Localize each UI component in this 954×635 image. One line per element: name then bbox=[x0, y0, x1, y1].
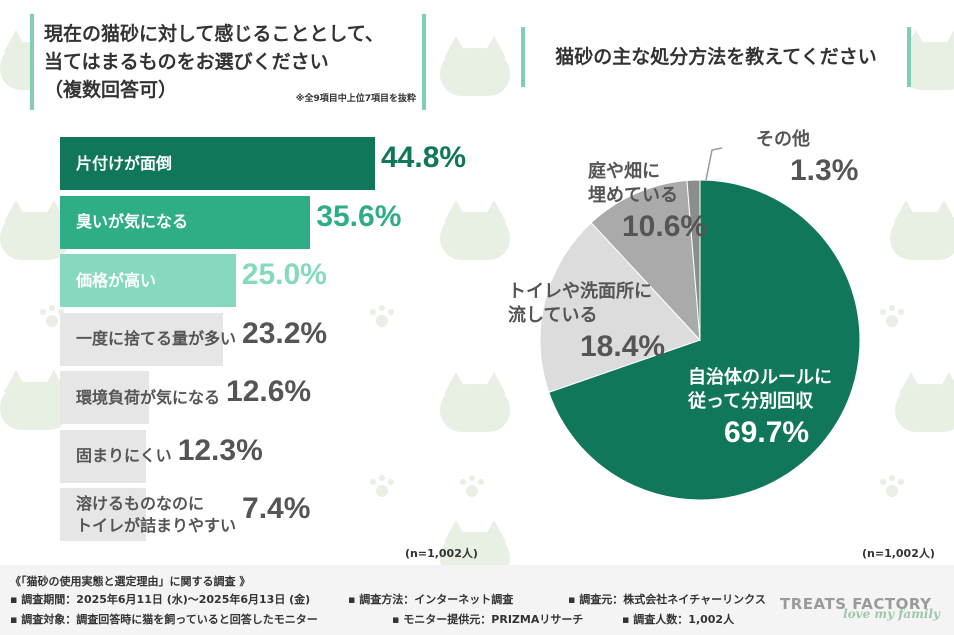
bar-row: 環境負荷が気になる 12.6% bbox=[60, 371, 500, 424]
pie-value-label: 69.7% bbox=[724, 416, 810, 449]
left-chart-sample-size: (n=1,002人) bbox=[405, 547, 478, 560]
bar bbox=[60, 312, 224, 366]
bar-row: 臭いが気になる 35.6% bbox=[60, 195, 500, 249]
bar-value-label: 12.3% bbox=[177, 433, 263, 467]
bar-row: 片付けが面倒 44.8% bbox=[60, 137, 500, 190]
left-chart-title-line1: 現在の猫砂に対して感じることとして、 bbox=[44, 23, 384, 45]
pie-category-label: トイレや洗面所に bbox=[508, 281, 652, 302]
right-chart-title-box: 猫砂の主な処分方法を教えてください bbox=[521, 27, 911, 87]
survey-count: ▪ 調査人数：1,002人 bbox=[622, 613, 735, 626]
brand-name: TREATS FACTORY bbox=[780, 595, 932, 613]
left-chart-title-line3: （複数回答可） bbox=[44, 79, 178, 101]
bar-category-label: 価格が高い bbox=[76, 270, 157, 290]
bar bbox=[60, 254, 236, 307]
brand-logo: TREATS FACTORY love my family bbox=[780, 595, 940, 625]
bar-row: 価格が高い 25.0% bbox=[60, 254, 500, 307]
pie-leader-line bbox=[705, 147, 723, 181]
pie-slice-label: 自治体のルールに 従って分別回収 69.7% bbox=[688, 366, 832, 452]
bar-value-label: 35.6% bbox=[316, 199, 402, 233]
cat-face-icon bbox=[895, 372, 954, 432]
pie-category-label: 庭や畑に bbox=[588, 161, 660, 182]
pie-slice bbox=[686, 179, 701, 341]
pie-slice bbox=[590, 179, 701, 342]
right-chart-sample-size: (n=1,002人) bbox=[862, 547, 935, 560]
pie-slice bbox=[539, 221, 701, 393]
bar-value-label: 44.8% bbox=[381, 141, 467, 174]
pie-slice-label: その他 1.3% bbox=[756, 128, 858, 190]
bar-category-label: 環境負荷が気になる bbox=[76, 387, 221, 407]
pie-value-label: 18.4% bbox=[580, 330, 666, 363]
bar bbox=[60, 371, 149, 424]
bar bbox=[60, 488, 146, 541]
bar-value-label: 7.4% bbox=[242, 492, 311, 525]
pie-slice-label: 庭や畑に埋めている 10.6% bbox=[588, 160, 707, 246]
survey-footer: 《「猫砂の使用実態と選定理由」に関する調査 》 ▪ 調査期間：2025年6月11… bbox=[0, 565, 954, 635]
cat-face-icon bbox=[0, 200, 70, 260]
survey-title: 《「猫砂の使用実態と選定理由」に関する調査 》 bbox=[10, 575, 251, 588]
pie-chart bbox=[539, 147, 861, 501]
survey-target: ▪ 調査対象：調査回答時に猫を飼っていると回答したモニター bbox=[10, 613, 318, 626]
left-chart-title-box: 現在の猫砂に対して感じることとして、 当てはまるものをお選びください （複数回答… bbox=[30, 14, 426, 110]
survey-period: ▪ 調査期間：2025年6月11日 (水)～2025年6月13日 (金) bbox=[10, 593, 311, 606]
pie-value-label: 1.3% bbox=[790, 154, 859, 187]
pie-slice bbox=[548, 179, 861, 501]
left-chart-title: 現在の猫砂に対して感じることとして、 当てはまるものをお選びください （複数回答… bbox=[34, 14, 422, 108]
paw-icon bbox=[370, 305, 394, 329]
bar-category-label: 片付けが面倒 bbox=[76, 153, 173, 173]
bar-row: 固まりにくい 12.3% bbox=[60, 429, 500, 483]
bar-category-label: 固まりにくい bbox=[76, 446, 172, 465]
bar bbox=[60, 429, 147, 483]
bar-row: 一度に捨てる量が多い 23.2% bbox=[60, 312, 500, 366]
pie-category-label: 埋めている bbox=[588, 185, 678, 206]
paw-icon bbox=[880, 305, 904, 329]
bar-category-label: 臭いが気になる bbox=[76, 212, 189, 231]
right-chart-title: 猫砂の主な処分方法を教えてください bbox=[555, 46, 877, 68]
paw-icon bbox=[880, 475, 904, 499]
left-chart-note: ※全9項目中上位7項目を抜粋 bbox=[295, 94, 416, 104]
survey-organizer: ▪ 調査元：株式会社ネイチャーリンクス bbox=[568, 593, 766, 606]
bar-row: 溶けるものなのに トイレが詰まりやすい 7.4% bbox=[60, 488, 500, 541]
cat-face-icon bbox=[440, 36, 510, 96]
cat-face-icon bbox=[440, 200, 510, 260]
pie-category-label: 自治体のルールに bbox=[688, 367, 832, 388]
pie-category-label: 流している bbox=[508, 305, 598, 326]
bar-value-label: 23.2% bbox=[242, 316, 328, 350]
bar bbox=[60, 195, 311, 249]
paw-icon bbox=[40, 305, 64, 329]
cat-face-icon bbox=[890, 200, 954, 260]
pie-category-label: 従って分別回収 bbox=[688, 391, 814, 412]
paw-icon bbox=[460, 475, 484, 499]
left-chart-title-line2: 当てはまるものをお選びください bbox=[44, 51, 329, 73]
survey-monitor-provider: ▪ モニター提供元：PRIZMAリサーチ bbox=[392, 613, 584, 626]
bar bbox=[60, 137, 375, 190]
pie-value-label: 10.6% bbox=[622, 210, 708, 243]
pie-category-label: その他 bbox=[756, 129, 810, 150]
paw-icon bbox=[370, 475, 394, 499]
bar-category-label: 溶けるものなのに トイレが詰まりやすい bbox=[76, 493, 237, 535]
cat-face-icon bbox=[440, 372, 510, 432]
survey-method: ▪ 調査方法：インターネット調査 bbox=[348, 593, 514, 606]
pie-slice-label: トイレや洗面所に 流している 18.4% bbox=[508, 280, 665, 366]
bar-category-label: 一度に捨てる量が多い bbox=[76, 329, 237, 348]
bar-value-label: 12.6% bbox=[226, 375, 312, 408]
brand-tagline: love my family bbox=[843, 607, 940, 621]
bar-value-label: 25.0% bbox=[241, 258, 327, 291]
